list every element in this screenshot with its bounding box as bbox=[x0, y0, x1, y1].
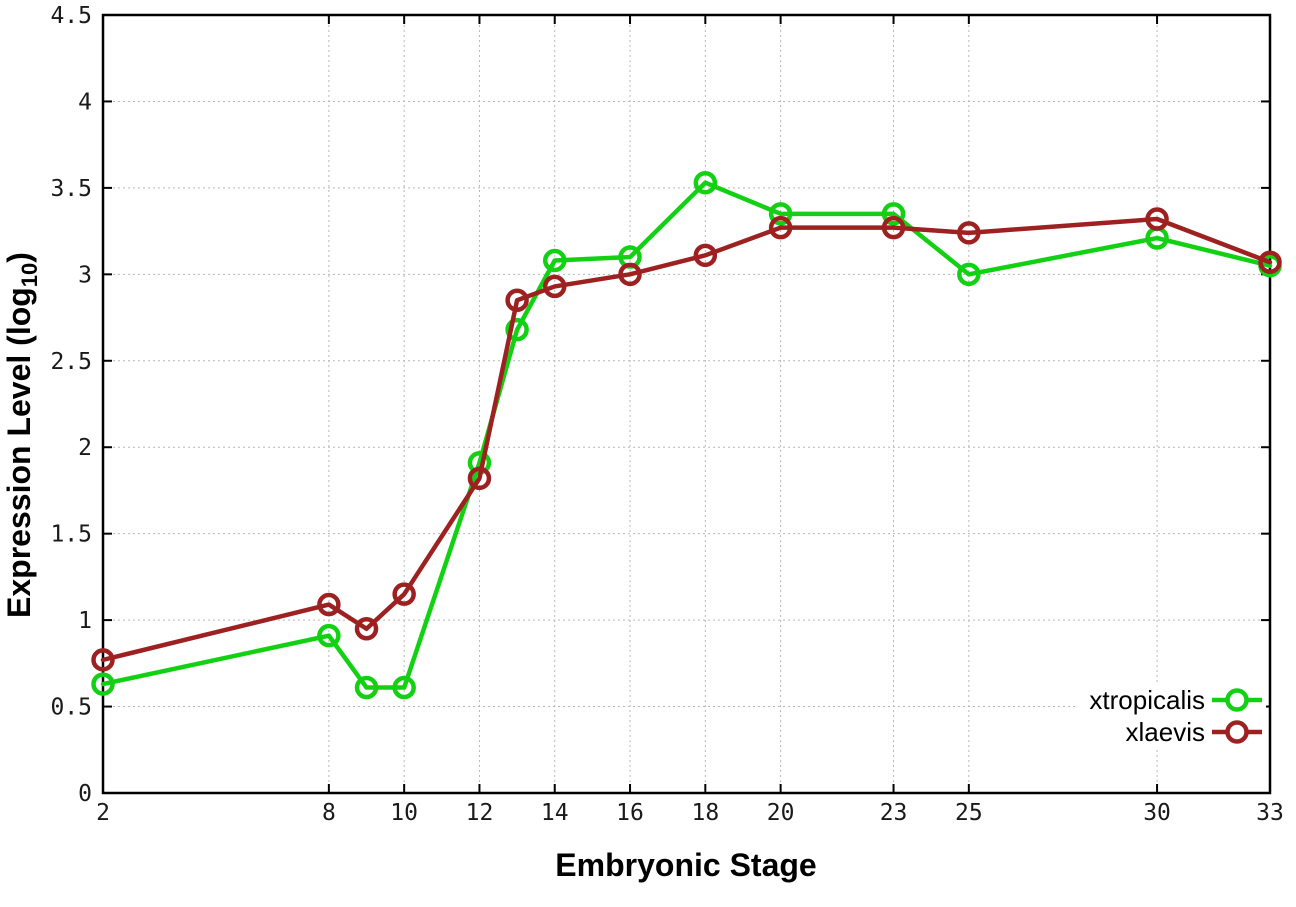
y-axis-title: Expression Level (log10) bbox=[1, 252, 42, 618]
y-tick-label: 2 bbox=[78, 435, 92, 461]
series-line-xtropicalis bbox=[100, 180, 1273, 690]
data-point-xlaevis-stage-13 bbox=[505, 288, 529, 313]
y-tick-label: 4.5 bbox=[50, 3, 92, 29]
axis-ticks bbox=[102, 14, 1271, 794]
data-point-xtropicalis-stage-2 bbox=[91, 672, 115, 696]
series-group bbox=[91, 170, 1282, 700]
x-tick-label: 25 bbox=[955, 800, 983, 826]
data-point-xlaevis-stage-25 bbox=[957, 221, 981, 245]
y-tick-label: 1 bbox=[78, 608, 92, 634]
y-tick-label: 3.5 bbox=[50, 176, 92, 202]
y-tick-label: 3 bbox=[78, 262, 92, 288]
x-tick-label: 8 bbox=[322, 800, 336, 826]
tick-labels: 2 8 10 12 14 16 18 20 23 25 30 33 0 0.5 1 1.5 2 2.5 3 3.5 4 4… bbox=[50, 3, 1283, 826]
series-line-xlaevis bbox=[100, 216, 1273, 663]
data-point-xlaevis-stage-12 bbox=[467, 466, 492, 491]
data-point-xlaevis-stage-30 bbox=[1145, 207, 1169, 231]
y-tick-label: 0.5 bbox=[50, 695, 92, 721]
x-tick-label: 23 bbox=[880, 800, 908, 826]
legend-label-xtropicalis: xtropicalis bbox=[1089, 685, 1205, 715]
x-tick-label: 10 bbox=[390, 800, 418, 826]
data-point-xlaevis-stage-18 bbox=[693, 243, 718, 268]
x-tick-label: 2 bbox=[96, 800, 110, 826]
data-point-xtropicalis-stage-14 bbox=[542, 248, 567, 273]
legend-item-xtropicalis: xtropicalis bbox=[1089, 685, 1262, 715]
data-point-xlaevis-stage-10 bbox=[392, 582, 416, 606]
data-point-xlaevis-stage-23 bbox=[881, 215, 906, 240]
x-tick-label: 20 bbox=[767, 800, 795, 826]
data-point-xlaevis-stage-2 bbox=[91, 648, 115, 672]
data-point-xlaevis-stage-33 bbox=[1258, 250, 1282, 274]
legend-label-xlaevis: xlaevis bbox=[1126, 717, 1205, 747]
legend-marker-circle bbox=[1225, 688, 1249, 712]
data-point-xtropicalis-stage-13 bbox=[505, 317, 529, 342]
gridlines bbox=[103, 15, 1270, 793]
series-xlaevis bbox=[91, 207, 1282, 672]
data-point-xlaevis-stage-9 bbox=[354, 617, 379, 641]
y-tick-label: 2.5 bbox=[50, 349, 92, 375]
data-point-xtropicalis-stage-18 bbox=[693, 170, 718, 195]
data-point-xtropicalis-stage-25 bbox=[957, 262, 981, 287]
data-point-xtropicalis-stage-20 bbox=[768, 202, 793, 226]
data-point-xlaevis-stage-14 bbox=[542, 274, 567, 299]
x-tick-label: 14 bbox=[541, 800, 569, 826]
y-tick-label: 1.5 bbox=[50, 522, 92, 548]
data-point-xtropicalis-stage-8 bbox=[317, 623, 341, 648]
legend-item-xlaevis: xlaevis bbox=[1126, 717, 1262, 747]
data-point-xtropicalis-stage-23 bbox=[881, 202, 906, 226]
data-point-xlaevis-stage-8 bbox=[317, 592, 341, 617]
x-tick-label: 18 bbox=[691, 800, 719, 826]
y-tick-label: 4 bbox=[78, 89, 92, 115]
plot-border bbox=[101, 13, 1272, 795]
legend-marker-circle bbox=[1225, 720, 1249, 744]
x-tick-label: 30 bbox=[1143, 800, 1171, 826]
data-point-xlaevis-stage-20 bbox=[768, 215, 793, 240]
data-point-xtropicalis-stage-10 bbox=[392, 675, 416, 700]
y-tick-label: 0 bbox=[78, 781, 92, 807]
legend: xtropicalis xlaevis bbox=[1078, 682, 1266, 748]
data-point-xlaevis-stage-16 bbox=[618, 262, 642, 287]
data-point-xtropicalis-stage-9 bbox=[354, 675, 379, 700]
x-tick-label: 12 bbox=[466, 800, 494, 826]
x-axis-title: Embryonic Stage bbox=[555, 847, 816, 883]
x-tick-label: 16 bbox=[616, 800, 644, 826]
x-tick-label: 33 bbox=[1256, 800, 1284, 826]
